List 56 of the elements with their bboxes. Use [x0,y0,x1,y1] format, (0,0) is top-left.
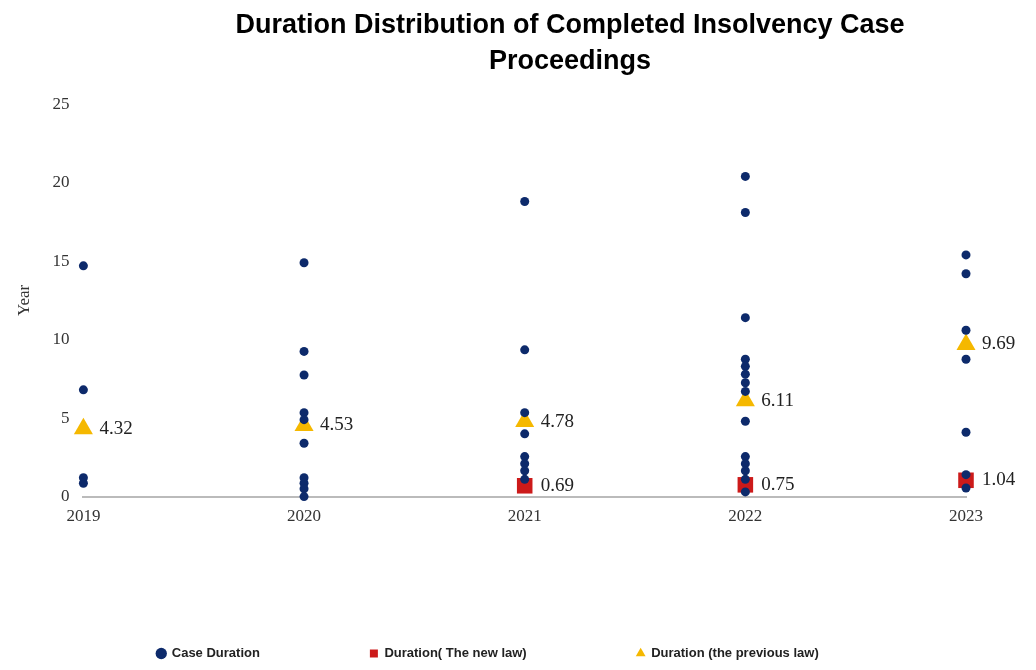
point [740,466,750,476]
point [520,408,530,418]
data-label: 9.69 [982,332,1016,354]
data-label: 6.11 [761,388,794,410]
x-tick-label: 2020 [287,506,322,526]
legend-label: Case Duration [171,645,260,661]
x-tick-label: 2022 [728,506,763,526]
y-tick-label: 20 [52,172,70,192]
point [740,171,750,181]
y-axis-title: Year [13,284,33,317]
point [961,325,971,335]
point [520,345,530,355]
y-tick-label: 25 [52,93,70,113]
point [299,492,309,502]
point [961,470,971,480]
point [78,261,88,271]
point [961,250,971,260]
point [299,346,309,356]
x-tick-label: 2019 [66,506,101,526]
chart-title: Duration Distribution of Completed Insolvency Case Proceedings [234,8,906,77]
y-tick-label: 0 [60,486,70,506]
point [740,378,750,388]
data-label: 4.78 [540,409,574,431]
point [740,361,750,371]
point [520,474,530,484]
y-tick-label: 15 [52,250,70,270]
point [740,416,750,426]
data-label: 1.04 [982,468,1016,490]
y-tick-label: 10 [52,329,70,349]
point [740,208,750,217]
point [961,427,971,437]
point [299,415,309,425]
x-tick-label: 2023 [949,506,983,526]
point [520,429,530,439]
legend-label: Duration (the previous law) [651,645,819,661]
point [740,369,750,379]
point [520,197,530,207]
point [961,483,971,493]
data-label: 0.69 [540,473,574,495]
point [520,466,530,476]
point [78,385,88,395]
data-label: 4.53 [320,413,354,435]
legend-label: Duration( The new law) [384,645,527,661]
point [740,474,750,484]
point [740,487,750,497]
point [299,258,309,268]
point [299,438,309,448]
point [740,386,750,396]
point [299,370,309,380]
point [740,313,750,323]
data-label: 4.32 [99,416,133,438]
data-label: 0.75 [761,472,795,494]
x-tick-label: 2021 [507,506,542,526]
y-tick-label: 5 [60,407,70,427]
point [961,354,971,364]
point [961,269,971,279]
